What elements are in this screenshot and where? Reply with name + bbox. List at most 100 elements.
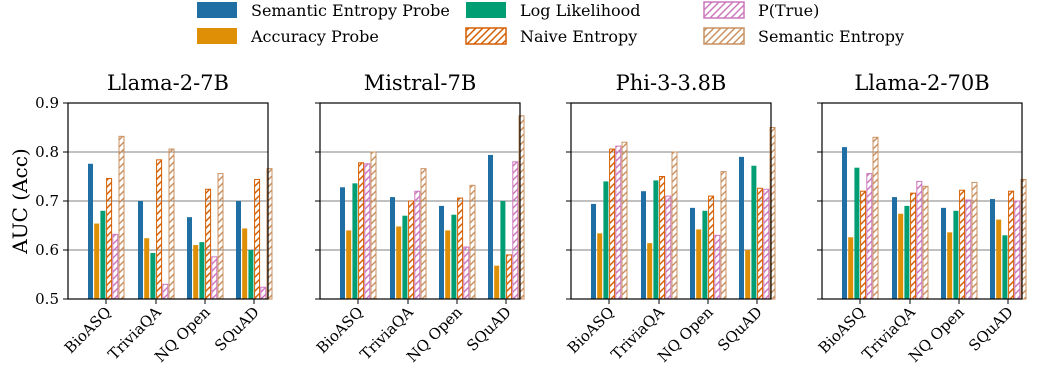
legend-label: Accuracy Probe: [250, 27, 379, 46]
bar-accuracy-probe-nq-open: [445, 230, 451, 299]
bar-naive-entropy-nq-open: [205, 188, 212, 300]
bar-log-likelihood-nq-open: [702, 210, 708, 299]
panel-title: Mistral-7B: [364, 71, 477, 95]
bar-log-likelihood-bioasq: [603, 181, 609, 299]
bar-log-likelihood-bioasq: [854, 167, 860, 299]
y-tick-label: 0.5: [35, 290, 59, 308]
bar-naive-entropy-bioasq: [860, 190, 867, 300]
bar-accuracy-probe-squad: [494, 265, 500, 299]
x-tick-label: SQuAD: [463, 303, 515, 355]
axes-frame: [67, 102, 269, 300]
bar-semantic-entropy-probe-nq-open: [941, 207, 946, 299]
bar-log-likelihood-squad: [1002, 235, 1008, 299]
bar-log-likelihood-triviaqa: [150, 252, 156, 299]
bar-naive-entropy-bioasq: [358, 162, 365, 300]
bar-semantic-entropy-bioasq: [370, 151, 377, 300]
y-tick-label: 0.6: [35, 241, 59, 259]
bar-accuracy-probe-nq-open: [696, 229, 702, 299]
bar-naive-entropy-nq-open: [708, 195, 715, 300]
bar-naive-entropy-bioasq: [609, 148, 616, 300]
bar-p-true-squad: [512, 161, 519, 300]
legend-label: Semantic Entropy: [758, 27, 904, 46]
legend-item-naive-entropy: Naive Entropy: [465, 27, 637, 46]
bar-semantic-entropy-triviaqa: [922, 185, 929, 300]
panel-title: Llama-2-70B: [854, 71, 989, 95]
bar-semantic-entropy-nq-open: [469, 184, 476, 300]
bar-naive-entropy-triviaqa: [659, 176, 666, 300]
panel-llama-2-7b: Llama-2-7B0.50.60.70.80.9BioASQTriviaQAN…: [35, 71, 273, 366]
bar-semantic-entropy-probe-triviaqa: [892, 197, 897, 299]
bar-naive-entropy-squad: [506, 254, 513, 300]
bar-semantic-entropy-squad: [769, 127, 776, 300]
bar-semantic-entropy-probe-triviaqa: [641, 191, 646, 299]
y-axis-label: AUC (Acc): [8, 148, 32, 254]
bar-log-likelihood-squad: [500, 201, 506, 299]
bar-log-likelihood-squad: [751, 165, 757, 299]
bar-log-likelihood-nq-open: [199, 242, 205, 299]
bar-accuracy-probe-bioasq: [346, 230, 352, 299]
bar-accuracy-probe-triviaqa: [647, 243, 653, 299]
bar-p-true-bioasq: [866, 173, 873, 300]
y-tick-label: 0.7: [35, 192, 59, 210]
legend-swatch: [703, 27, 745, 45]
axes-frame: [570, 102, 772, 300]
bar-naive-entropy-squad: [1008, 190, 1015, 300]
legend-label: Naive Entropy: [520, 27, 637, 46]
bar-log-likelihood-triviaqa: [402, 215, 408, 299]
bar-semantic-entropy-squad: [1020, 178, 1027, 300]
legend-swatch: [197, 28, 237, 44]
bar-semantic-entropy-nq-open: [720, 171, 727, 300]
bar-semantic-entropy-probe-triviaqa: [390, 197, 395, 299]
bar-p-true-bioasq: [615, 145, 622, 300]
bar-p-true-triviaqa: [665, 195, 672, 300]
bar-log-likelihood-nq-open: [451, 214, 457, 299]
bar-accuracy-probe-nq-open: [193, 245, 199, 299]
bar-accuracy-probe-triviaqa: [396, 226, 402, 299]
bar-accuracy-probe-bioasq: [597, 233, 603, 299]
x-tick-label: SQuAD: [965, 303, 1017, 355]
bar-semantic-entropy-probe-bioasq: [340, 187, 345, 299]
bar-semantic-entropy-squad: [518, 115, 525, 300]
bar-log-likelihood-nq-open: [953, 210, 959, 299]
x-tick-label: SQuAD: [211, 303, 263, 355]
bar-semantic-entropy-probe-bioasq: [591, 203, 596, 299]
bar-semantic-entropy-probe-squad: [990, 199, 995, 299]
bar-semantic-entropy-bioasq: [118, 135, 125, 300]
bar-naive-entropy-nq-open: [959, 189, 966, 300]
bar-semantic-entropy-nq-open: [971, 181, 978, 300]
bar-naive-entropy-squad: [254, 178, 261, 300]
bar-naive-entropy-squad: [757, 187, 764, 300]
legend-item-accuracy-probe: Accuracy Probe: [197, 27, 379, 46]
bar-semantic-entropy-probe-squad: [236, 201, 241, 299]
bar-accuracy-probe-nq-open: [947, 232, 953, 299]
bar-semantic-entropy-bioasq: [621, 141, 628, 300]
bar-log-likelihood-bioasq: [352, 183, 358, 299]
bar-p-true-nq-open: [463, 246, 470, 300]
legend-swatch: [703, 1, 745, 19]
axes-frame: [319, 102, 521, 300]
bar-semantic-entropy-probe-bioasq: [842, 147, 847, 299]
bar-semantic-entropy-triviaqa: [168, 148, 175, 300]
bar-naive-entropy-triviaqa: [910, 192, 917, 300]
bar-accuracy-probe-bioasq: [94, 223, 100, 299]
bar-log-likelihood-triviaqa: [904, 205, 910, 299]
legend-item-semantic-entropy-probe: Semantic Entropy Probe: [197, 1, 450, 20]
bar-p-true-triviaqa: [162, 283, 169, 300]
y-tick-label: 0.8: [35, 143, 59, 161]
panels: Llama-2-7B0.50.60.70.80.9BioASQTriviaQAN…: [35, 71, 1027, 366]
bar-semantic-entropy-probe-nq-open: [187, 217, 192, 299]
bar-p-true-nq-open: [965, 199, 972, 300]
bar-p-true-triviaqa: [414, 190, 421, 300]
bar-semantic-entropy-squad: [266, 168, 273, 300]
bar-semantic-entropy-bioasq: [872, 136, 879, 300]
bar-p-true-triviaqa: [916, 180, 923, 300]
bar-p-true-bioasq: [112, 233, 119, 300]
bar-accuracy-probe-squad: [745, 250, 751, 299]
bar-log-likelihood-triviaqa: [653, 180, 659, 299]
bar-semantic-entropy-triviaqa: [671, 151, 678, 300]
bar-naive-entropy-nq-open: [457, 197, 464, 300]
